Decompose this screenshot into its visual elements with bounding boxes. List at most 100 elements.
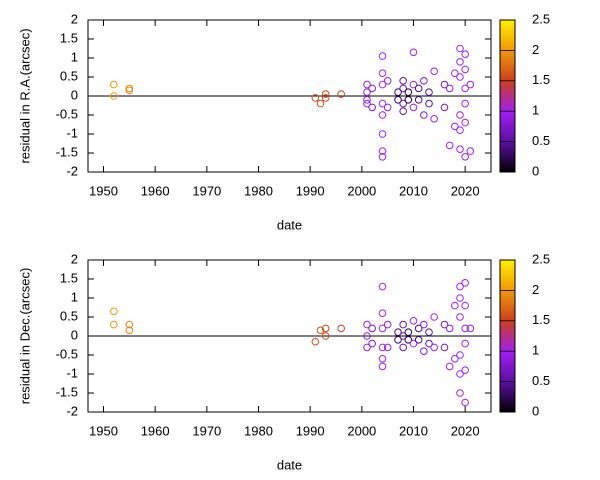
colorbar-band xyxy=(500,159,515,163)
colorbar-band xyxy=(500,126,515,130)
x-tick-label: 2020 xyxy=(451,423,480,438)
y-tick-label: 0.5 xyxy=(60,308,78,323)
x-tick-label: 1950 xyxy=(89,423,118,438)
point xyxy=(399,77,407,85)
point xyxy=(409,339,418,348)
colorbar-band xyxy=(500,80,515,84)
colorbar-band xyxy=(500,262,515,266)
point xyxy=(414,336,423,344)
colorbar-band xyxy=(500,144,515,148)
colorbar-band xyxy=(500,330,515,334)
point xyxy=(378,355,387,363)
colorbar-band xyxy=(500,386,515,390)
colorbar-band xyxy=(500,396,515,400)
colorbar-band xyxy=(500,308,515,312)
colorbar-band xyxy=(500,406,515,410)
y-tick-label: 1.5 xyxy=(60,30,78,45)
point xyxy=(456,313,464,321)
colorbar-band xyxy=(500,358,515,362)
colorbar-tick-label: 2.5 xyxy=(532,11,550,26)
y-tick-label: 0.5 xyxy=(60,68,78,83)
x-tick-label: 2020 xyxy=(451,183,480,198)
point xyxy=(378,343,387,352)
point xyxy=(110,92,118,100)
colorbar-band xyxy=(500,40,515,44)
colorbar-band xyxy=(500,156,515,160)
colorbar-band xyxy=(500,22,515,26)
point xyxy=(445,84,454,93)
point xyxy=(110,80,118,89)
point xyxy=(363,99,371,108)
colorbar-band xyxy=(500,136,515,140)
point xyxy=(399,343,407,352)
colorbar-band xyxy=(500,30,515,34)
colorbar-band xyxy=(500,313,515,317)
colorbar-band xyxy=(500,58,515,62)
point xyxy=(451,355,459,363)
colorbar-band xyxy=(500,300,515,304)
colorbar-band xyxy=(500,282,515,286)
colorbar-band xyxy=(500,149,515,153)
y-tick-label: -2 xyxy=(66,403,78,418)
point xyxy=(461,118,469,127)
point xyxy=(466,147,475,155)
colorbar-band xyxy=(500,123,515,127)
colorbar-band xyxy=(500,106,515,110)
point xyxy=(445,362,454,371)
point xyxy=(378,324,387,333)
colorbar-band xyxy=(500,315,515,319)
colorbar-band xyxy=(500,65,515,69)
x-tick-label: 1990 xyxy=(296,183,325,198)
colorbar-band xyxy=(500,75,515,79)
point xyxy=(420,111,428,119)
point xyxy=(404,328,413,337)
point xyxy=(378,69,387,77)
colorbar-band xyxy=(500,90,515,94)
colorbar-band xyxy=(500,341,515,345)
point xyxy=(456,111,464,119)
colorbar-band xyxy=(500,328,515,332)
point xyxy=(383,320,392,329)
colorbar-band xyxy=(500,409,515,413)
point xyxy=(409,48,418,57)
point xyxy=(461,339,469,348)
colorbar-band xyxy=(500,96,515,100)
point xyxy=(363,88,371,96)
point xyxy=(311,337,320,346)
colorbar-tick-label: 2 xyxy=(532,42,539,57)
point xyxy=(363,96,371,104)
x-axis-label: date xyxy=(277,217,302,232)
colorbar-band xyxy=(500,336,515,340)
colorbar-band xyxy=(500,399,515,403)
x-tick-label: 1980 xyxy=(244,183,273,198)
x-tick-label: 1970 xyxy=(192,183,221,198)
point xyxy=(383,103,392,112)
x-tick-label: 1960 xyxy=(141,183,170,198)
colorbar-band xyxy=(500,346,515,350)
point xyxy=(125,84,134,93)
colorbar-band xyxy=(500,394,515,398)
point xyxy=(378,362,387,371)
colorbar-band xyxy=(500,275,515,279)
colorbar-band xyxy=(500,295,515,299)
colorbar-band xyxy=(500,161,515,165)
point xyxy=(383,343,392,352)
colorbar-band xyxy=(500,118,515,122)
colorbar-band xyxy=(500,73,515,77)
colorbar-band xyxy=(500,363,515,367)
colorbar-band xyxy=(500,78,515,82)
point xyxy=(456,58,464,66)
colorbar-band xyxy=(500,47,515,51)
point xyxy=(378,130,387,138)
point xyxy=(440,320,449,329)
y-tick-label: -2 xyxy=(66,163,78,178)
point xyxy=(399,107,407,115)
point xyxy=(378,99,387,108)
point xyxy=(321,90,330,98)
colorbar-tick-label: 1.5 xyxy=(532,312,550,327)
y-tick-label: -1 xyxy=(66,365,78,380)
point xyxy=(409,103,418,112)
point xyxy=(363,320,371,329)
colorbar-band xyxy=(500,356,515,360)
point xyxy=(409,80,418,89)
